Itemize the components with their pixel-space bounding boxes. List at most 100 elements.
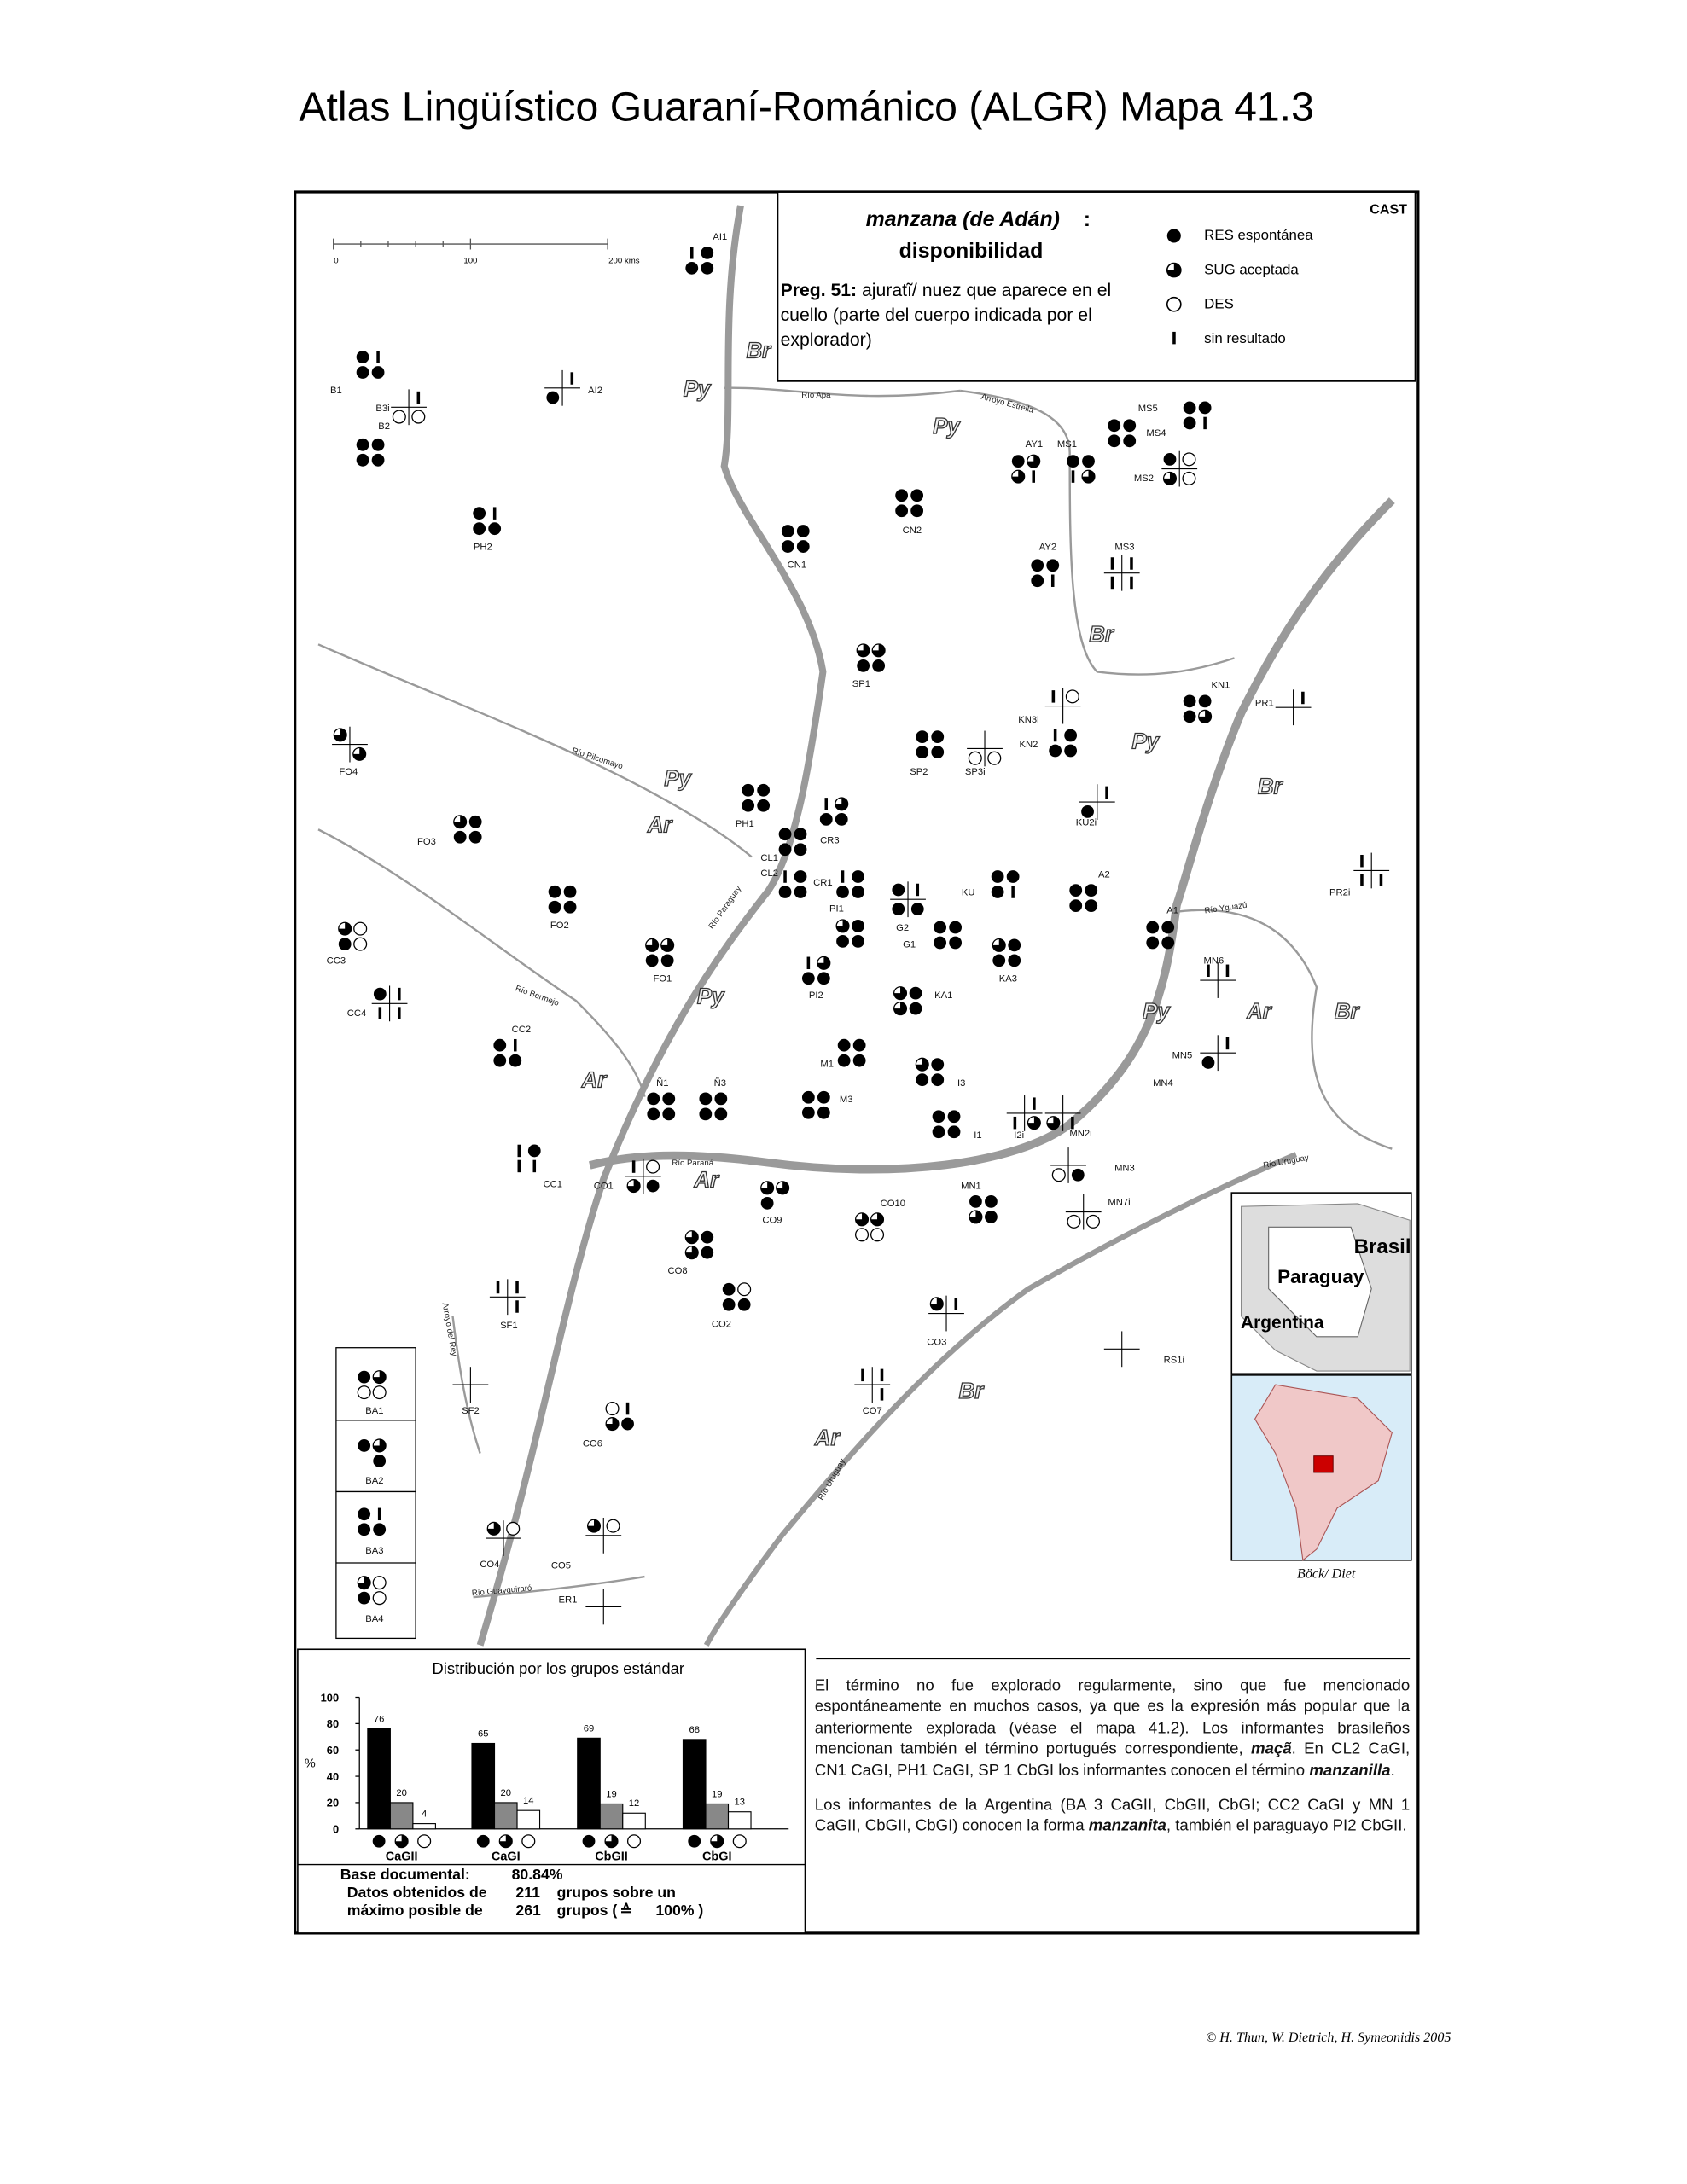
legend-symbol [1166, 263, 1181, 277]
symbol-res [852, 886, 864, 898]
text-run: . [1390, 1761, 1395, 1780]
symbol-res [778, 886, 792, 898]
symbol-sug [373, 1439, 387, 1452]
value-label: 12 [629, 1798, 640, 1809]
symbol-res [358, 1523, 371, 1536]
symbol-sug [1011, 470, 1025, 483]
symbol-res [794, 886, 807, 898]
symbol-sug [358, 1576, 371, 1589]
symbol-sug [373, 1370, 387, 1384]
symbol-res [852, 870, 864, 883]
symbol-res [1183, 710, 1196, 723]
symbol-res [781, 540, 794, 553]
symbol-res [701, 261, 714, 275]
symbol-none [824, 798, 829, 810]
symbol-res [645, 954, 659, 967]
point-label: KN1 [1212, 681, 1230, 691]
symbol-res [356, 453, 369, 467]
map-term: manzana (de Adán) [866, 207, 1060, 231]
symbol-res [1108, 419, 1121, 433]
symbol-sug [836, 919, 849, 932]
symbol-des [987, 751, 1002, 765]
symbol-sug [487, 1522, 501, 1536]
value-label: 76 [374, 1714, 385, 1724]
point-label: MS4 [1146, 428, 1166, 439]
symbol-res [358, 1439, 371, 1452]
symbol-des [626, 1834, 642, 1849]
point-label: MN5 [1172, 1051, 1193, 1061]
country-label: Br [959, 1380, 986, 1403]
legend: RES espontánea SUG aceptada DES sin resu… [1166, 227, 1313, 346]
symbol-sug [606, 1417, 619, 1431]
y-tick-label: 60 [327, 1744, 339, 1757]
symbol-none [1360, 874, 1364, 886]
symbol-res [931, 1073, 945, 1087]
symbol-none [841, 870, 845, 883]
point-label: CO2 [712, 1320, 731, 1330]
symbol-res [794, 828, 807, 841]
symbol-des [646, 1159, 660, 1174]
symbol-sug [893, 1002, 907, 1015]
symbol-res [1183, 401, 1196, 415]
symbol-res [778, 828, 792, 841]
symbol-res [647, 1092, 660, 1106]
country-label: Ar [1246, 1000, 1273, 1024]
symbol-res [1198, 694, 1212, 708]
point-label: I3 [957, 1078, 965, 1089]
bar [622, 1812, 646, 1830]
symbol-none [1071, 1116, 1074, 1130]
symbol-res [1064, 744, 1078, 758]
symbol-res [685, 261, 699, 275]
base-note: 80.84% [512, 1866, 563, 1883]
point-label: SP3i [965, 767, 986, 777]
point-label: AI2 [588, 386, 602, 396]
symbol-res [817, 972, 830, 985]
symbol-res [699, 1092, 713, 1106]
x-tick-label: CbGII [595, 1850, 628, 1864]
symbol-res [722, 1298, 736, 1311]
country-label: Ar [694, 1169, 721, 1193]
symbol-none [1013, 1116, 1017, 1130]
emphasis: manzanilla [1309, 1761, 1391, 1780]
symbol-res [358, 1370, 371, 1384]
point-label: CO1 [594, 1181, 614, 1191]
symbol-res [895, 489, 909, 502]
symbol-sug [453, 815, 467, 828]
symbol-none [492, 507, 497, 520]
symbol-sug [1163, 472, 1177, 485]
symbol-des [521, 1834, 536, 1849]
symbol-res [931, 730, 945, 744]
symbol-res [969, 1195, 982, 1208]
point-label: CL1 [760, 853, 778, 863]
symbol-res [1069, 884, 1083, 897]
symbol-sug [338, 922, 352, 935]
country-label: Py [933, 415, 961, 439]
river-label: Río Apa [801, 391, 831, 400]
legend-symbol [1166, 296, 1182, 312]
symbol-res [1069, 899, 1083, 912]
symbol-res [852, 1038, 866, 1052]
symbol-res [373, 1523, 387, 1536]
point-label: B1 [330, 386, 342, 396]
point-label: SF2 [462, 1406, 480, 1416]
y-tick-label: 0 [333, 1823, 339, 1836]
symbol-res [1146, 921, 1160, 934]
symbol-sug [1198, 710, 1212, 723]
symbol-none [689, 247, 694, 259]
legend-label: sin resultado [1204, 330, 1286, 346]
point-label: Ñ3 [714, 1077, 726, 1089]
colon: : [1084, 207, 1091, 231]
symbol-res [796, 525, 810, 537]
symbol-res [548, 885, 561, 898]
symbol-none [398, 987, 401, 1001]
symbol-res [1108, 434, 1121, 448]
symbol-res [817, 1090, 830, 1104]
point-label: CO9 [762, 1215, 782, 1225]
page-title: Atlas Lingüístico Guaraní-Románico (ALGR… [299, 84, 1314, 130]
symbol-res [819, 812, 833, 826]
text-run: Los informantes de la Argentina (BA 3 Ca… [814, 1796, 1411, 1835]
symbol-des [732, 1834, 747, 1849]
symbol-res [356, 366, 369, 379]
symbol-res [1031, 559, 1044, 572]
